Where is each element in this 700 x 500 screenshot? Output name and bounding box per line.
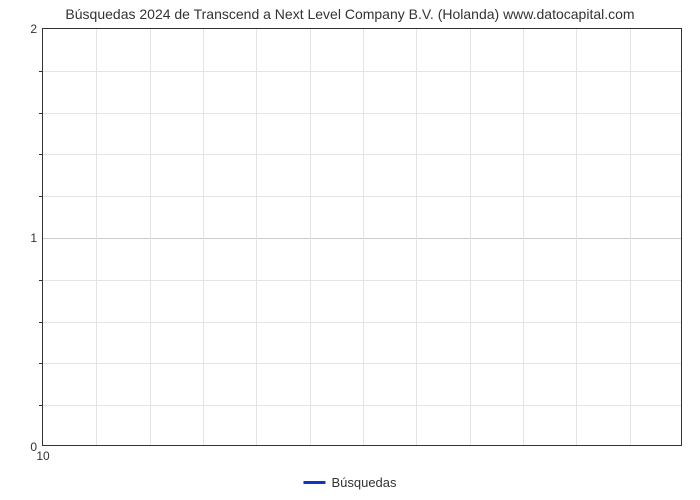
legend-swatch <box>303 481 325 484</box>
gridline-h-minor <box>43 71 681 72</box>
gridline-v <box>96 29 97 445</box>
gridline-h-minor <box>43 363 681 364</box>
y-tick-minor <box>39 363 43 364</box>
y-tick-label: 2 <box>30 22 37 36</box>
gridline-v <box>416 29 417 445</box>
chart-title: Búsquedas 2024 de Transcend a Next Level… <box>0 6 700 22</box>
gridline-h-minor <box>43 405 681 406</box>
gridline-v <box>203 29 204 445</box>
gridline-v <box>470 29 471 445</box>
gridline-h-major <box>43 238 681 239</box>
legend: Búsquedas <box>303 475 396 490</box>
y-tick-minor <box>39 280 43 281</box>
gridline-h-minor <box>43 322 681 323</box>
x-tick-label: 10 <box>36 449 49 463</box>
y-tick-minor <box>39 113 43 114</box>
gridline-v <box>310 29 311 445</box>
y-tick-minor <box>39 196 43 197</box>
gridline-v <box>256 29 257 445</box>
legend-label: Búsquedas <box>331 475 396 490</box>
y-tick-minor <box>39 154 43 155</box>
chart-container: Búsquedas 2024 de Transcend a Next Level… <box>0 0 700 500</box>
gridline-v <box>363 29 364 445</box>
gridline-v <box>523 29 524 445</box>
gridline-v <box>630 29 631 445</box>
y-tick-minor <box>39 405 43 406</box>
gridline-h-minor <box>43 113 681 114</box>
plot-area: 01210 <box>42 28 682 446</box>
gridline-v <box>576 29 577 445</box>
gridline-h-minor <box>43 280 681 281</box>
gridline-h-minor <box>43 154 681 155</box>
gridline-h-minor <box>43 196 681 197</box>
y-tick-minor <box>39 322 43 323</box>
y-tick-label: 1 <box>30 231 37 245</box>
gridline-v <box>150 29 151 445</box>
y-tick-minor <box>39 71 43 72</box>
